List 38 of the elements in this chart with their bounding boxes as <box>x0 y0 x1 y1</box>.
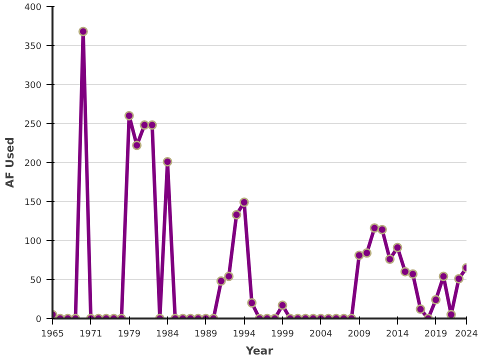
point <box>354 250 364 260</box>
x-tick-label: 1965 <box>41 330 64 340</box>
point <box>124 110 134 120</box>
y-tick-label: 200 <box>24 159 42 169</box>
y-tick-label: 350 <box>24 42 42 52</box>
x-tick-label: 1979 <box>118 330 141 340</box>
point <box>400 266 410 276</box>
point <box>377 224 387 234</box>
point <box>362 248 372 258</box>
y-tick-label: 150 <box>24 198 42 208</box>
point <box>454 274 464 284</box>
point <box>140 120 150 130</box>
x-tick-label: 2024 <box>455 330 478 340</box>
x-tick-label: 2004 <box>309 330 333 340</box>
y-tick-label: 100 <box>24 237 42 247</box>
y-tick-label: 400 <box>24 3 42 13</box>
y-tick-label: 300 <box>24 81 42 91</box>
x-tick-label: 1999 <box>271 330 294 340</box>
point <box>392 242 402 252</box>
x-tick-label: 1989 <box>194 330 218 340</box>
x-tick-label: 1994 <box>232 330 256 340</box>
y-axis-title: AF Used <box>3 137 16 188</box>
point <box>370 223 380 233</box>
y-tick-label: 0 <box>36 315 42 325</box>
y-tick-label: 50 <box>30 276 42 286</box>
x-tick-label: 2019 <box>424 330 448 340</box>
point <box>132 140 142 150</box>
x-tick-label: 1971 <box>79 330 102 340</box>
x-tick-label: 1984 <box>156 330 180 340</box>
point <box>162 156 172 166</box>
point <box>239 198 249 208</box>
x-tick-label: 2014 <box>386 330 410 340</box>
point <box>147 120 157 130</box>
point <box>385 254 395 264</box>
y-tick-label: 250 <box>24 120 42 130</box>
x-axis-title: Year <box>244 344 274 358</box>
point <box>232 210 242 220</box>
x-tick-label: 2009 <box>348 330 371 340</box>
